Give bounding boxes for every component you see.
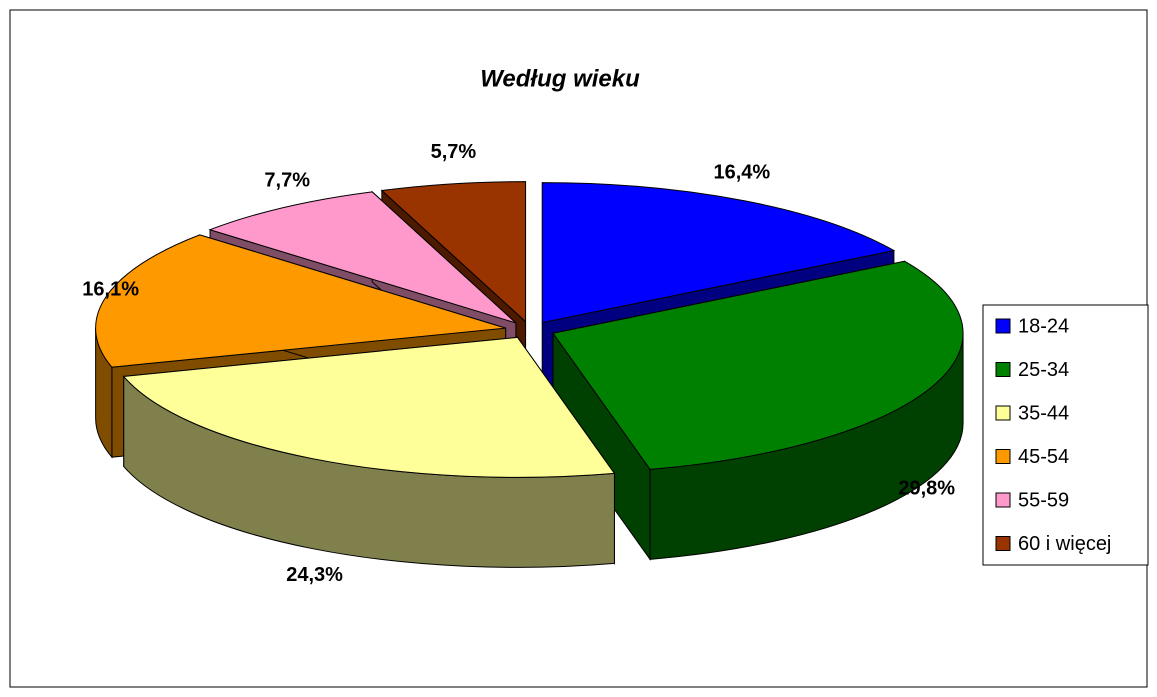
legend-label: 45-54 — [1018, 446, 1069, 468]
legend-box — [982, 304, 1149, 566]
slice — [208, 191, 517, 324]
slice — [380, 181, 527, 323]
data-label: 16,1% — [82, 278, 139, 300]
legend-swatch — [995, 449, 1011, 464]
legend-label: 25-34 — [1018, 359, 1069, 381]
data-label: 16,4% — [714, 162, 771, 184]
legend-label: 35-44 — [1018, 402, 1069, 424]
legend-swatch — [995, 536, 1011, 551]
slice — [122, 336, 616, 478]
data-label: 7,7% — [264, 170, 310, 192]
slice — [541, 182, 896, 324]
chart-title: Według wieku — [480, 65, 640, 92]
slice — [95, 234, 506, 368]
data-label: 29,8% — [898, 478, 955, 500]
legend-label: 60 i więcej — [1018, 533, 1111, 555]
legend-label: 18-24 — [1018, 315, 1069, 337]
slice-group — [552, 260, 964, 561]
data-label: 5,7% — [431, 141, 477, 163]
legend-label: 55-59 — [1018, 489, 1069, 511]
slice-group — [122, 335, 616, 568]
legend-swatch — [995, 405, 1011, 421]
data-label: 24,3% — [286, 564, 343, 586]
legend-swatch — [995, 362, 1011, 377]
slice — [552, 260, 964, 470]
legend-swatch — [995, 492, 1011, 508]
legend-swatch — [995, 318, 1011, 334]
